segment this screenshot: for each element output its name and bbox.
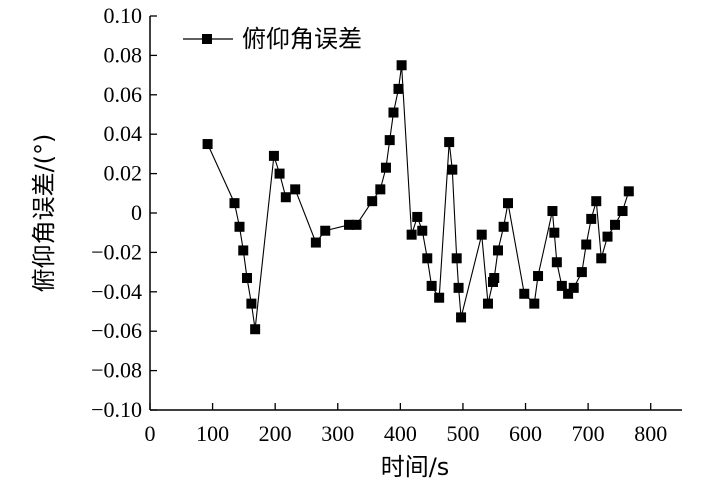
data-point (388, 107, 399, 118)
x-tick-label: 200 (259, 421, 292, 446)
data-point (444, 137, 455, 148)
data-point (268, 150, 279, 161)
data-point (202, 139, 213, 150)
data-point (229, 198, 240, 209)
y-tick-label: −0.02 (91, 239, 142, 264)
data-point (344, 219, 355, 230)
data-point (596, 253, 607, 264)
data-point (320, 225, 331, 236)
data-point (482, 298, 493, 309)
x-tick-label: 800 (634, 421, 667, 446)
data-point (623, 186, 634, 197)
legend-marker (202, 34, 212, 44)
data-point (451, 253, 462, 264)
data-point (447, 164, 458, 175)
data-point (576, 267, 587, 278)
data-point (384, 135, 395, 146)
data-point (453, 282, 464, 293)
data-point (234, 221, 245, 232)
data-point (417, 225, 428, 236)
y-tick-label: 0 (131, 200, 142, 225)
series-layer (202, 60, 634, 335)
y-tick-label: 0.04 (104, 121, 143, 146)
data-point (489, 273, 500, 284)
data-point (396, 60, 407, 71)
data-point (274, 168, 285, 179)
data-point (280, 192, 291, 203)
y-tick-label: 0.10 (104, 3, 143, 28)
y-tick-label: 0.06 (104, 82, 143, 107)
data-point (412, 211, 423, 222)
data-point (586, 213, 597, 224)
data-point (242, 273, 253, 284)
data-point (563, 288, 574, 299)
x-axis-title: 时间/s (381, 453, 450, 481)
data-point (498, 221, 509, 232)
data-point (529, 298, 540, 309)
x-tick-label: 400 (384, 421, 417, 446)
legend: 俯仰角误差 (183, 25, 362, 53)
y-tick-label: −0.08 (91, 358, 142, 383)
y-axis-ticks: 0.10 0.08 0.06 0.04 0.02 0 −0.02 −0.04 −0.06 −0.0… (91, 3, 157, 422)
legend-label: 俯仰角误差 (242, 25, 362, 53)
x-tick-label: 300 (321, 421, 354, 446)
x-tick-label: 600 (509, 421, 542, 446)
data-point (591, 196, 602, 207)
data-point (434, 292, 445, 303)
y-tick-label: −0.04 (91, 279, 142, 304)
data-point (351, 219, 362, 230)
data-point (602, 231, 613, 242)
y-tick-label: 0.08 (104, 42, 143, 67)
data-point (393, 83, 404, 94)
data-point (375, 184, 386, 195)
data-point (456, 312, 467, 323)
data-point (238, 245, 249, 256)
data-point (290, 184, 301, 195)
data-point (426, 280, 437, 291)
data-point (503, 198, 514, 209)
data-point (492, 245, 503, 256)
data-point (533, 271, 544, 282)
x-tick-label: 500 (446, 421, 479, 446)
data-point (547, 206, 558, 217)
data-point (617, 206, 628, 217)
data-point (568, 282, 579, 293)
data-point (406, 229, 417, 240)
data-point (422, 253, 433, 264)
x-tick-label: 700 (572, 421, 605, 446)
x-tick-label: 0 (145, 421, 156, 446)
y-tick-label: −0.06 (91, 318, 142, 343)
data-point (310, 237, 321, 248)
y-axis-title: 俯仰角误差/(°) (30, 134, 58, 293)
y-tick-label: 0.02 (104, 161, 143, 186)
data-point (519, 288, 530, 299)
data-point (581, 239, 592, 250)
data-point (367, 196, 378, 207)
y-tick-label: −0.10 (91, 397, 142, 422)
x-axis-ticks: 0 100 200 300 400 500 600 700 800 (145, 403, 667, 446)
data-point (250, 324, 261, 335)
data-point (380, 162, 391, 173)
data-point (246, 298, 257, 309)
x-tick-label: 100 (196, 421, 229, 446)
data-point (476, 229, 487, 240)
data-point (610, 219, 621, 230)
data-point (549, 227, 560, 238)
data-point (556, 280, 567, 291)
data-point (551, 257, 562, 268)
